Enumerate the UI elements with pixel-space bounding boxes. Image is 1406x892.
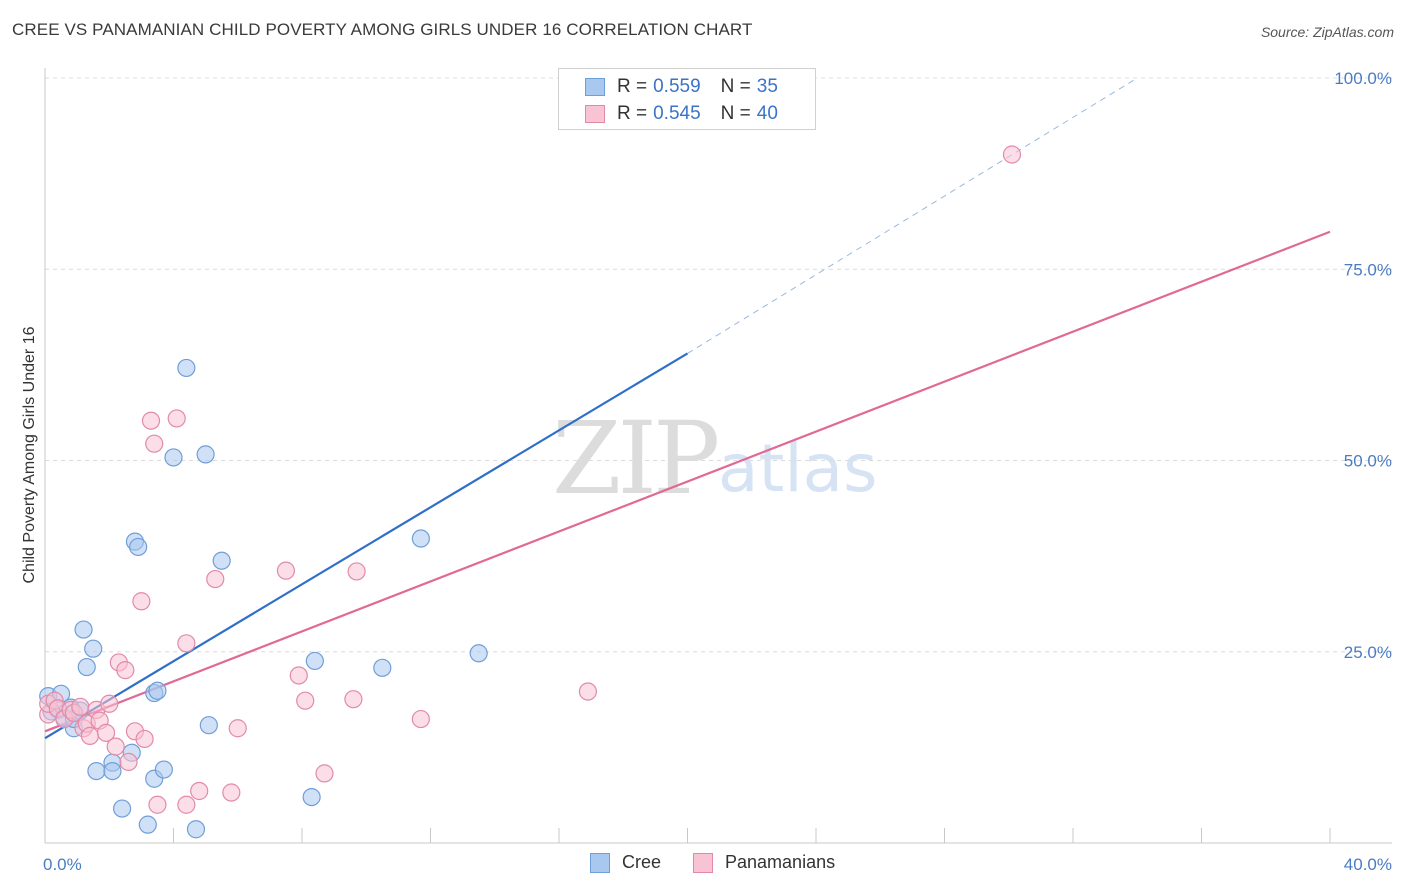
legend-swatch-panamanians <box>585 105 605 123</box>
bottom-legend-cree-label: Cree <box>622 852 662 872</box>
source-label: Source: ZipAtlas.com <box>1260 24 1394 40</box>
legend-r-label: R = <box>617 103 648 124</box>
cree-point <box>103 761 122 781</box>
cree-point <box>84 639 103 658</box>
watermark-zip: ZIP <box>552 400 720 517</box>
watermark-atlas: atlas <box>718 430 878 507</box>
legend-n-value: 35 <box>756 76 778 97</box>
panamanians-point <box>100 694 119 713</box>
trend-line-panamanians <box>44 230 1331 733</box>
cree-point <box>129 537 148 557</box>
trend-lines <box>44 77 1331 740</box>
legend: R = 0.559 N = 35 R = 0.545 N = 40 <box>558 68 816 130</box>
panamanians-point <box>289 666 308 685</box>
data-points <box>39 145 1022 839</box>
bottom-legend-cree: Cree <box>590 852 661 873</box>
bottom-legend-panamanians-label: Panamanians <box>725 852 836 872</box>
cree-point <box>199 716 218 735</box>
x-tick-label: 0.0% <box>43 855 82 874</box>
cree-point <box>164 448 183 467</box>
cree-point <box>469 644 488 663</box>
panamanians-point <box>106 737 125 756</box>
legend-n-value: 40 <box>756 103 778 124</box>
panamanians-point <box>71 697 90 716</box>
y-tick-label: 75.0% <box>1344 260 1392 279</box>
legend-n-label: N = <box>720 103 751 124</box>
panamanians-point <box>135 729 154 749</box>
legend-row-cree: R = 0.559 N = 35 <box>585 75 778 99</box>
panamanians-point <box>578 682 598 701</box>
cree-point <box>138 815 157 834</box>
panamanians-point <box>177 634 196 653</box>
cree-point <box>305 651 324 671</box>
legend-row-panamanians: R = 0.545 N = 40 <box>585 102 778 126</box>
panamanians-point <box>315 764 334 783</box>
y-tick-label: 50.0% <box>1344 452 1392 471</box>
cree-point <box>186 820 206 839</box>
cree-point <box>212 551 231 570</box>
panamanians-point <box>116 661 135 680</box>
panamanians-point <box>141 411 161 430</box>
panamanians-point <box>228 719 247 738</box>
panamanians-point <box>132 592 151 611</box>
trend-line-cree <box>44 352 689 740</box>
x-tick-label: 40.0% <box>1344 855 1392 874</box>
cree-point <box>411 529 430 548</box>
panamanians-point <box>96 723 116 742</box>
panamanians-point <box>119 752 138 772</box>
axes <box>44 68 1392 844</box>
cree-point <box>302 787 321 807</box>
panamanians-point <box>347 562 366 581</box>
panamanians-point <box>1002 145 1022 164</box>
y-tick-label: 100.0% <box>1334 69 1392 88</box>
cree-point <box>148 681 167 700</box>
cree-point <box>177 358 196 378</box>
chart-title: CREE VS PANAMANIAN CHILD POVERTY AMONG G… <box>12 20 753 39</box>
panamanians-point <box>411 709 430 729</box>
cree-point <box>112 799 132 818</box>
panamanians-point <box>145 434 164 453</box>
legend-r-label: R = <box>617 76 648 97</box>
cree-point <box>154 760 173 779</box>
panamanians-point <box>177 795 196 814</box>
bottom-legend-panamanians: Panamanians <box>693 852 835 873</box>
y-axis-label: Child Poverty Among Girls Under 16 <box>21 326 38 583</box>
panamanians-point <box>167 409 186 428</box>
cree-point <box>77 657 96 677</box>
panamanians-point <box>80 726 100 746</box>
cree-point <box>373 658 392 677</box>
cree-point <box>74 620 93 639</box>
legend-n-label: N = <box>720 76 751 97</box>
panamanians-point <box>206 569 225 589</box>
cree-point <box>196 445 215 464</box>
bottom-legend-swatch-cree <box>590 852 610 873</box>
bottom-legend-swatch-panamanians <box>693 852 714 873</box>
y-tick-label: 25.0% <box>1344 643 1392 662</box>
panamanians-point <box>276 561 296 580</box>
panamanians-point <box>190 781 209 801</box>
grid-lines <box>45 77 1392 653</box>
legend-r-value: 0.545 <box>653 103 701 124</box>
panamanians-point <box>296 691 315 710</box>
panamanians-point <box>148 795 167 814</box>
bottom-legend: Cree Panamanians <box>590 852 867 873</box>
panamanians-point <box>222 783 241 802</box>
legend-swatch-cree <box>585 78 605 96</box>
tick-labels: 25.0% 50.0% 75.0% 100.0% 0.0% 40.0% <box>43 69 1392 874</box>
legend-r-value: 0.559 <box>653 76 701 97</box>
panamanians-point <box>344 690 363 709</box>
cree-point <box>87 761 106 781</box>
